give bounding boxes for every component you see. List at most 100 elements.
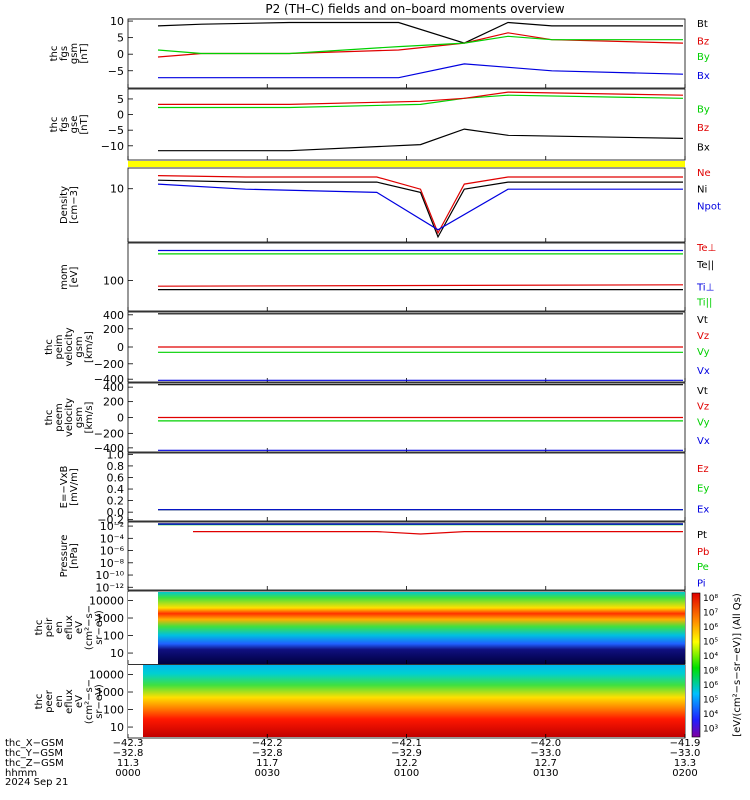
y-axis-label: eflux [64,615,75,640]
y-tick-label: 400 [103,381,124,394]
y-axis-label: en [54,621,65,634]
panel-peir-spectrogram: 10000 1000 100 10 thc peir en eflux eV (cm²−s− sr−… [34,592,686,664]
panel-frame [127,167,686,243]
y-tick-label: 10000 [89,668,124,681]
legend-entry: Ne [697,168,711,179]
y-axis-label: thc [49,117,60,133]
colorbar-label: [eV/(cm²−s−sr−eV)] (All Qs) [732,593,743,737]
legend-entry: Bz [697,123,709,134]
x-axis-value: −32.8 [113,748,144,759]
y-tick-label: 5 [117,32,124,45]
y-axis-label: [eV] [69,267,80,288]
y-tick-label: 1.0 [107,448,125,461]
x-axis-annotation: thc_X−GSM −42.3 −42.2 −42.1 −42.0 −41.9 thc_Y−… [5,738,700,779]
y-axis-label: velocity [64,398,75,437]
y-axis-label: gsm [74,336,85,357]
legend-entry: Vz [697,402,709,413]
x-axis-value: 12.7 [535,758,557,769]
y-axis-label: thc [49,46,60,62]
x-axis-value: 11.7 [256,758,278,769]
y-tick-label: 10 [110,647,124,660]
panel-peer-spectrogram: 10000 1000 100 10 thc peer en eflux eV (cm²−s− sr−… [34,665,686,738]
y-tick-label: −200 [94,358,124,371]
x-axis-date: 2024 Sep 21 [5,777,68,788]
y-tick-label: 0 [117,48,124,61]
y-axis-label: (cm²−s− [84,605,95,650]
panel-peem-velocity: 400 200 0 −200 −400 thc peem velocity gsm [km/s] V… [44,381,710,455]
y-tick-label: −400 [94,442,124,455]
y-axis-label: gsm [74,407,85,428]
y-tick-label: 0.0 [107,506,125,519]
y-axis-label: peim [54,334,65,359]
y-axis-label: mom [59,264,70,290]
colorbar: 10⁸ 10⁷ 10⁶ 10⁵ 10⁴ 10⁸ 10⁶ 10⁵ 10⁴ 10³ [eV/(cm²−… [691,592,743,738]
y-tick-label: 400 [103,309,124,322]
series-line [158,128,684,152]
y-tick-label: 0 [117,412,124,425]
x-axis-value: −42.2 [252,738,283,749]
y-tick-label: 0 [117,341,124,354]
panel-temperature: 100 mom [eV] Te⊥ Te|| Ti⊥ Ti|| [59,243,716,311]
x-axis-row-label: hhmm [5,768,37,779]
y-axis-label: [nT] [79,43,90,63]
y-axis-label: peem [54,403,65,431]
y-axis-label: [km/s] [84,401,95,433]
legend-entry: Ex [697,505,709,516]
colorbar-tick-label: 10⁸ [703,667,718,677]
x-axis-value: −32.8 [252,748,283,759]
y-tick-label: 1000 [96,612,124,625]
x-axis-value: 12.2 [395,758,417,769]
legend-entry: Bt [697,19,708,30]
legend-entry: By [697,52,710,63]
y-axis-label: Density [59,186,70,224]
y-axis-label: Pressure [59,535,70,578]
y-tick-label: 10 [110,721,124,734]
y-axis-label: (cm²−s− [84,679,95,724]
x-axis-value: 0030 [255,768,280,779]
y-tick-label: 10⁻⁸ [100,557,125,570]
y-axis-label: eV [74,695,85,708]
x-axis-row-label: thc_Z−GSM [5,758,64,769]
series-line [158,94,684,109]
y-tick-label: 0.2 [107,495,125,508]
x-axis-value: 11.3 [117,758,139,769]
y-tick-label: 0 [117,109,124,122]
legend-entry: Pe [697,562,709,573]
x-axis-value: −42.1 [391,738,422,749]
y-tick-label: 1000 [96,686,124,699]
figure-title: P2 (TH–C) fields and on–board moments ov… [265,2,564,16]
series-line [158,63,684,79]
series-line [157,284,684,287]
y-tick-label: 0.8 [107,460,125,473]
legend-entry: Vx [697,436,710,447]
peer-data-gap [128,665,143,737]
y-tick-label: 10⁻⁴ [100,532,125,545]
colorbar-tick-label: 10⁵ [703,638,718,648]
y-axis-label: velocity [64,327,75,366]
legend-entry: Npot [697,201,721,212]
y-axis-label: fgs [59,46,70,61]
series-line [157,21,683,44]
y-tick-label: 100 [103,630,124,643]
panel-fgs-gsm: 10 5 0 −5 thc fgs gsm [nT] Bt Bz By Bx [49,15,710,88]
panel-frame [127,88,686,161]
legend-entry: Vy [697,418,710,429]
x-axis-value: 13.3 [674,758,696,769]
legend-entry: Vt [697,386,708,397]
x-axis-value: 0100 [394,768,419,779]
y-tick-label: 10⁻¹² [95,581,124,594]
x-axis-value: −42.3 [113,738,144,749]
y-axis-label: thc [34,620,45,636]
series-line [157,179,683,239]
colorbar-tick-label: 10⁴ [703,710,718,720]
y-tick-label: 10⁻¹⁰ [95,569,124,582]
y-tick-label: 10 [110,183,124,196]
x-axis-value: −33.0 [530,748,561,759]
legend-entry: Bz [697,36,709,47]
legend-entry: Pi [697,578,706,589]
legend-entry: Bx [697,71,710,82]
y-axis-label: thc [44,339,55,355]
x-axis-row-label: thc_X−GSM [5,738,64,749]
